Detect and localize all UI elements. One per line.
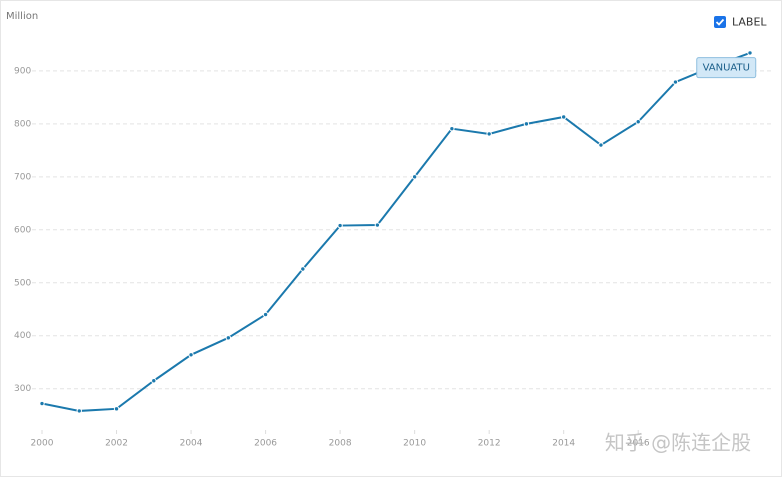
point xyxy=(76,408,82,414)
point xyxy=(449,125,455,132)
x-tick-label: 2004 xyxy=(180,439,203,449)
point xyxy=(262,311,269,318)
y-tick-label: 300 xyxy=(14,384,31,394)
point xyxy=(225,335,232,341)
point xyxy=(598,142,604,148)
checkbox[interactable] xyxy=(714,16,726,28)
point xyxy=(411,174,418,180)
x-tick-label: 2014 xyxy=(552,439,575,449)
watermark: 知乎 @陈连企股 xyxy=(605,431,751,455)
y-tick-label: 900 xyxy=(14,66,31,76)
series-label-box xyxy=(696,57,757,79)
point xyxy=(151,378,157,384)
y-tick-label: 700 xyxy=(14,172,31,182)
point xyxy=(560,114,567,120)
y-axis-unit: Million xyxy=(6,11,38,22)
label-toggle[interactable]: LABEL xyxy=(714,16,767,29)
series-label: VANUATU xyxy=(703,63,750,74)
x-tick-label: 2002 xyxy=(105,439,128,449)
x-tick-label: 2006 xyxy=(254,439,277,449)
point xyxy=(39,400,45,407)
x-tick-label: 2016 xyxy=(627,439,650,449)
point xyxy=(486,131,492,137)
point xyxy=(374,222,381,228)
label-toggle-text: LABEL xyxy=(732,16,767,29)
point xyxy=(672,79,679,85)
series-line xyxy=(41,51,751,412)
x-tick-label: 2000 xyxy=(31,439,54,449)
point xyxy=(188,352,194,358)
check-mark xyxy=(715,18,725,26)
x-tick-label: 2012 xyxy=(478,439,501,449)
point xyxy=(300,266,306,272)
y-tick-label: 400 xyxy=(14,331,31,341)
point xyxy=(113,406,120,412)
y-tick-label: 800 xyxy=(14,119,31,129)
x-tick-label: 2010 xyxy=(403,439,426,449)
point xyxy=(747,50,753,56)
x-tick-label: 2008 xyxy=(329,439,352,449)
y-tick-label: 500 xyxy=(14,278,31,288)
point xyxy=(635,119,641,125)
y-tick-label: 600 xyxy=(14,225,31,235)
point xyxy=(523,121,530,127)
point xyxy=(337,222,343,229)
